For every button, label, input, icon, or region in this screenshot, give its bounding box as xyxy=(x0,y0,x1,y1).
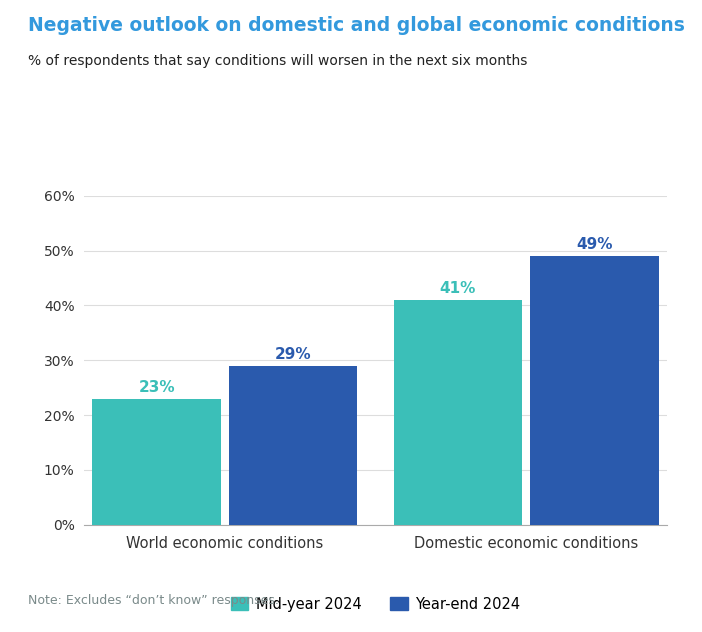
Text: % of respondents that say conditions will worsen in the next six months: % of respondents that say conditions wil… xyxy=(28,54,527,68)
Text: Negative outlook on domestic and global economic conditions: Negative outlook on domestic and global … xyxy=(28,16,685,35)
Text: 23%: 23% xyxy=(138,380,175,395)
Legend: Mid-year 2024, Year-end 2024: Mid-year 2024, Year-end 2024 xyxy=(225,591,526,617)
Bar xyxy=(530,256,659,525)
Text: 41%: 41% xyxy=(439,281,476,296)
Bar xyxy=(92,399,221,525)
Bar xyxy=(394,300,522,525)
Text: 49%: 49% xyxy=(576,238,613,252)
Text: Note: Excludes “don’t know” responses.: Note: Excludes “don’t know” responses. xyxy=(28,593,279,607)
Text: 29%: 29% xyxy=(275,347,312,362)
Bar xyxy=(229,366,357,525)
